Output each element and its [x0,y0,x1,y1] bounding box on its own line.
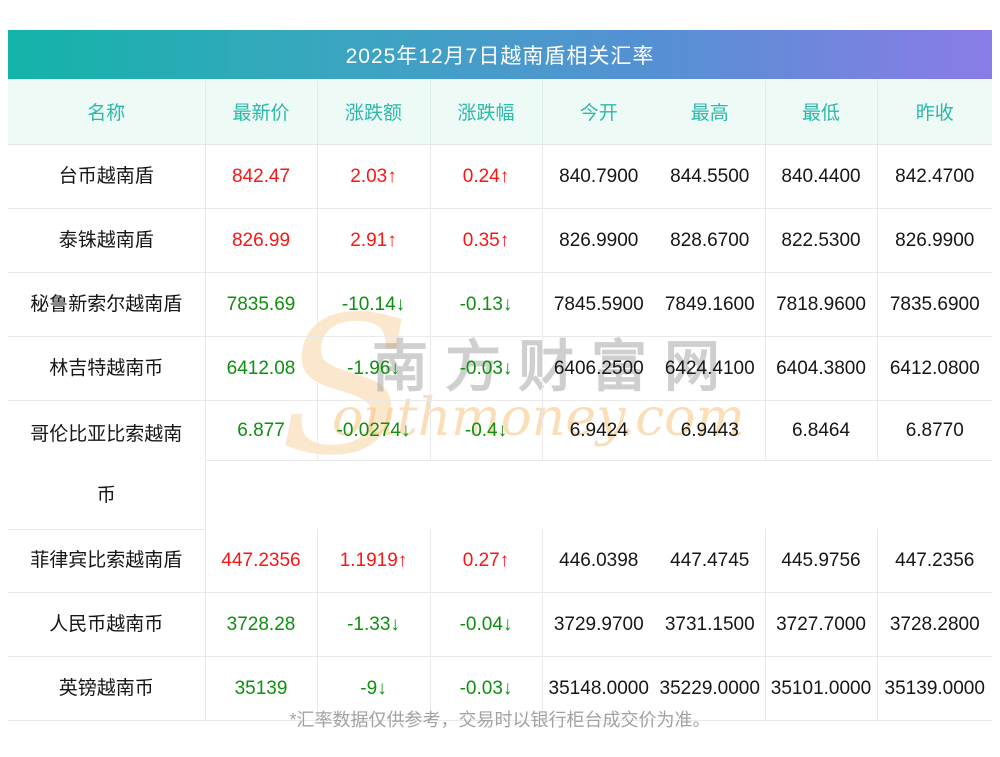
change-amount: 2.03↑ [317,144,431,209]
low-price: 6.8464 [765,400,878,461]
latest-price: 842.47 [205,144,318,209]
latest-price: 6412.08 [205,336,318,401]
currency-pair-name: 台币越南盾 [8,144,206,209]
change-percent: 0.24↑ [430,144,543,209]
table-row: 人民币越南币 3728.28 -1.33↓ -0.04↓ 3729.9700 3… [8,592,992,657]
high-price: 7849.1600 [655,272,766,337]
table-row: 林吉特越南币 6412.08 -1.96↓ -0.03↓ 6406.2500 6… [8,336,992,401]
col-header-name: 名称 [8,79,206,145]
high-price: 447.4745 [655,529,766,593]
table-row: 菲律宾比索越南盾 447.2356 1.1919↑ 0.27↑ 446.0398… [8,529,992,593]
high-price: 844.5500 [655,144,766,209]
change-amount: -10.14↓ [317,272,431,337]
change-amount: -1.33↓ [317,592,431,657]
prev-close: 6.8770 [877,400,992,461]
latest-price: 7835.69 [205,272,318,337]
col-header-open: 今开 [542,79,655,145]
change-percent: -0.13↓ [430,272,543,337]
col-header-high: 最高 [655,79,766,145]
high-price: 35229.0000 [655,656,766,721]
low-price: 822.5300 [765,208,878,273]
empty-cell [205,461,992,530]
col-header-latest: 最新价 [205,79,318,145]
table-row: 秘鲁新索尔越南盾 7835.69 -10.14↓ -0.13↓ 7845.590… [8,272,992,337]
currency-pair-name: 哥伦比亚比索越南币 [8,400,206,530]
open-price: 840.7900 [542,144,655,209]
prev-close: 35139.0000 [877,656,992,721]
exchange-rate-table: 名称 最新价 涨跌额 涨跌幅 今开 最高 最低 昨收 台币越南盾 842.47 … [8,79,992,721]
high-price: 828.6700 [655,208,766,273]
table-row: 泰铢越南盾 826.99 2.91↑ 0.35↑ 826.9900 828.67… [8,208,992,273]
change-amount: 2.91↑ [317,208,431,273]
disclaimer-footnote: *汇率数据仅供参考，交易时以银行柜台成交价为准。 [289,710,711,730]
change-percent: -0.03↓ [430,656,543,721]
open-price: 826.9900 [542,208,655,273]
change-percent: 0.35↑ [430,208,543,273]
prev-close: 826.9900 [877,208,992,273]
open-price: 6406.2500 [542,336,655,401]
table-row: 哥伦比亚比索越南币 6.877 -0.0274↓ -0.4↓ 6.9424 6.… [8,400,992,530]
low-price: 6404.3800 [765,336,878,401]
currency-pair-name: 林吉特越南币 [8,336,206,401]
col-header-pct: 涨跌幅 [430,79,543,145]
col-header-change: 涨跌额 [317,79,431,145]
change-percent: 0.27↑ [430,529,543,593]
table-header-row: 名称 最新价 涨跌额 涨跌幅 今开 最高 最低 昨收 [8,79,992,145]
table-row: 英镑越南币 35139 -9↓ -0.03↓ 35148.0000 35229.… [8,656,992,721]
page-title: 2025年12月7日越南盾相关汇率 [345,44,655,68]
change-percent: -0.03↓ [430,336,543,401]
open-price: 7845.5900 [542,272,655,337]
low-price: 3727.7000 [765,592,878,657]
low-price: 445.9756 [765,529,878,593]
latest-price: 6.877 [205,400,318,461]
latest-price: 826.99 [205,208,318,273]
low-price: 35101.0000 [765,656,878,721]
open-price: 6.9424 [542,400,655,461]
currency-pair-name: 英镑越南币 [8,656,206,721]
prev-close: 842.4700 [877,144,992,209]
change-percent: -0.04↓ [430,592,543,657]
change-amount: -0.0274↓ [317,400,431,461]
latest-price: 3728.28 [205,592,318,657]
currency-pair-name: 秘鲁新索尔越南盾 [8,272,206,337]
low-price: 840.4400 [765,144,878,209]
high-price: 6424.4100 [655,336,766,401]
prev-close: 6412.0800 [877,336,992,401]
high-price: 3731.1500 [655,592,766,657]
table-row: 台币越南盾 842.47 2.03↑ 0.24↑ 840.7900 844.55… [8,144,992,209]
latest-price: 447.2356 [205,529,318,593]
currency-pair-name: 人民币越南币 [8,592,206,657]
change-amount: 1.1919↑ [317,529,431,593]
currency-pair-name: 泰铢越南盾 [8,208,206,273]
prev-close: 7835.6900 [877,272,992,337]
col-header-low: 最低 [765,79,878,145]
latest-price: 35139 [205,656,318,721]
change-amount: -1.96↓ [317,336,431,401]
currency-pair-name: 菲律宾比索越南盾 [8,529,206,593]
high-price: 6.9443 [655,400,766,461]
change-percent: -0.4↓ [430,400,543,461]
prev-close: 3728.2800 [877,592,992,657]
change-amount: -9↓ [317,656,431,721]
open-price: 35148.0000 [542,656,655,721]
open-price: 3729.9700 [542,592,655,657]
low-price: 7818.9600 [765,272,878,337]
col-header-prev: 昨收 [877,79,992,145]
title-banner: 2025年12月7日越南盾相关汇率 [8,30,992,79]
open-price: 446.0398 [542,529,655,593]
prev-close: 447.2356 [877,529,992,593]
